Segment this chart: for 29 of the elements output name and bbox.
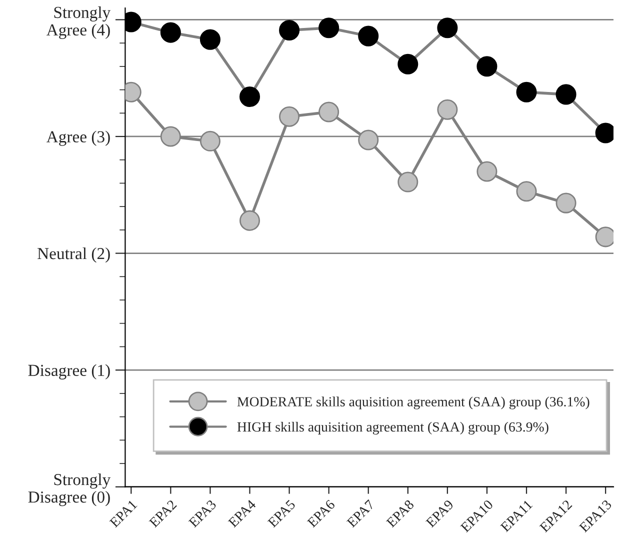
point xyxy=(437,18,458,38)
y-tick-label: Disagree (1) xyxy=(28,364,110,380)
point xyxy=(398,54,418,74)
point xyxy=(398,172,418,192)
y-tick-label: Strongly Agree (4) xyxy=(46,6,111,39)
point xyxy=(476,161,498,182)
point xyxy=(160,22,181,43)
point xyxy=(160,126,181,147)
point xyxy=(318,18,340,38)
point xyxy=(556,192,576,214)
point xyxy=(279,106,300,127)
point xyxy=(516,82,537,102)
point xyxy=(437,99,458,120)
legend-label: HIGH skills aquisition agreement (SAA) group (63.9%) xyxy=(237,422,548,435)
point xyxy=(239,86,260,108)
legend-label: MODERATE skills aquisition agreement (SAA) group (36.1%) xyxy=(237,396,590,410)
y-tick-label: Strongly Disagree (0) xyxy=(28,473,111,506)
point xyxy=(476,56,498,77)
point xyxy=(200,29,220,50)
point xyxy=(358,26,379,46)
y-tick-label: Neutral (2) xyxy=(38,247,110,263)
point xyxy=(239,210,260,231)
point xyxy=(200,130,220,152)
y-tick-label: Agree (3) xyxy=(46,130,110,146)
point xyxy=(358,130,379,150)
point xyxy=(318,102,340,122)
point xyxy=(516,181,537,202)
point xyxy=(279,20,300,40)
point xyxy=(556,84,576,105)
